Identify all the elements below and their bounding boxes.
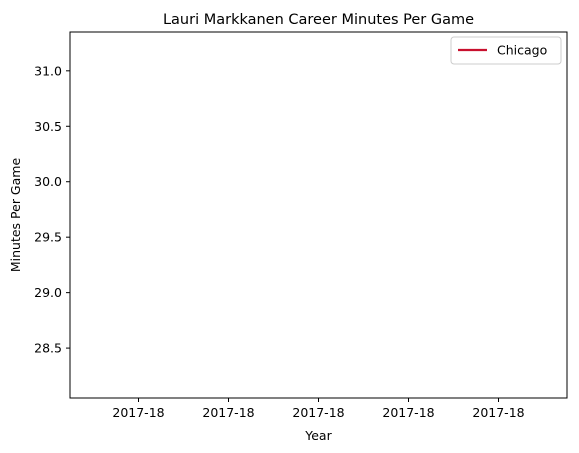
y-axis-label: Minutes Per Game [8, 158, 23, 273]
x-tick-label: 2017-18 [292, 405, 344, 420]
y-tick-label: 28.5 [34, 341, 62, 356]
x-axis-ticks: 2017-18 2017-18 2017-18 2017-18 2017-18 [112, 398, 525, 420]
x-tick-label: 2017-18 [112, 405, 164, 420]
plot-background [70, 32, 567, 398]
y-tick-label: 29.0 [34, 285, 62, 300]
x-tick-label: 2017-18 [202, 405, 254, 420]
y-tick-label: 30.0 [34, 174, 62, 189]
y-tick-label: 30.5 [34, 119, 62, 134]
legend: Chicago [450, 36, 562, 65]
x-axis-label: Year [304, 428, 332, 443]
legend-box [450, 36, 562, 65]
chart-title: Lauri Markkanen Career Minutes Per Game [163, 12, 474, 28]
x-tick-label: 2017-18 [472, 405, 524, 420]
y-tick-label: 29.5 [34, 230, 62, 245]
y-tick-label: 31.0 [34, 63, 62, 78]
plot-area [69, 31, 568, 399]
legend-label-chicago: Chicago [497, 43, 547, 58]
x-tick-label: 2017-18 [382, 405, 434, 420]
y-axis-ticks: 28.5 29.0 29.5 30.0 30.5 31.0 [34, 63, 70, 356]
